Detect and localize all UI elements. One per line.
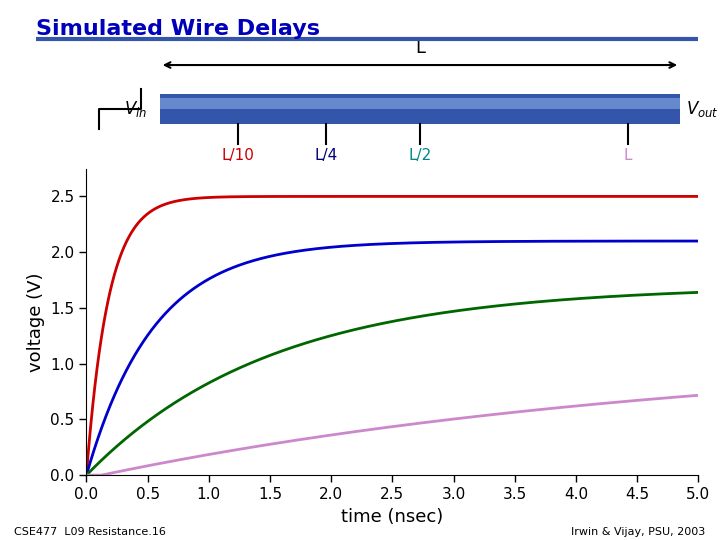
Text: Irwin & Vijay, PSU, 2003: Irwin & Vijay, PSU, 2003	[572, 527, 706, 537]
Bar	[160, 98, 680, 109]
Text: L: L	[415, 39, 425, 57]
Text: L/2: L/2	[408, 148, 431, 163]
Text: L: L	[624, 148, 632, 163]
Text: Simulated Wire Delays: Simulated Wire Delays	[36, 19, 320, 39]
X-axis label: time (nsec): time (nsec)	[341, 508, 444, 525]
Text: L/4: L/4	[315, 148, 338, 163]
Bar	[160, 93, 680, 124]
Y-axis label: voltage (V): voltage (V)	[27, 272, 45, 372]
Text: $V_{out}$: $V_{out}$	[686, 99, 719, 119]
Text: L/10: L/10	[222, 148, 254, 163]
Text: $V_{in}$: $V_{in}$	[125, 99, 148, 119]
Text: CSE477  L09 Resistance.16: CSE477 L09 Resistance.16	[14, 527, 166, 537]
